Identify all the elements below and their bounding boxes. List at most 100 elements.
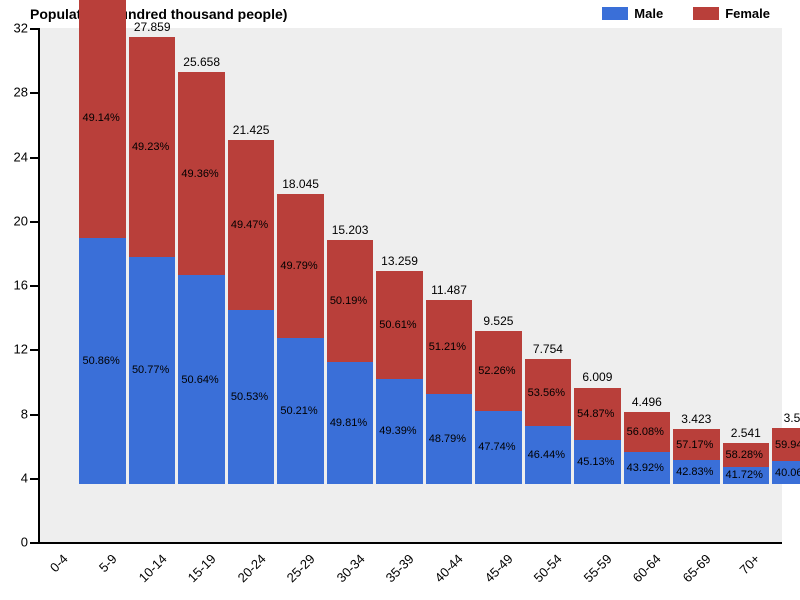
y-tick	[30, 28, 38, 30]
bar-male-pct: 40.06%	[775, 467, 800, 479]
bar-male-pct: 46.44%	[528, 449, 565, 461]
bar-total-label: 15.203	[327, 223, 373, 237]
y-tick-label: 16	[0, 278, 28, 293]
y-tick-label: 12	[0, 342, 28, 357]
legend: Male Female	[602, 6, 770, 21]
bar-female-pct: 52.26%	[478, 365, 515, 377]
bar-male-pct: 50.53%	[231, 391, 268, 403]
plot-area: 50.86%49.14%30.17350.77%49.23%27.85950.6…	[38, 28, 782, 544]
legend-swatch	[602, 7, 628, 20]
x-tick-label: 35-39	[383, 551, 417, 585]
bar-total-label: 13.259	[376, 254, 422, 268]
bar-group: 45.13%54.87%6.009	[574, 387, 620, 484]
y-tick-label: 28	[0, 85, 28, 100]
bar-female-pct: 59.94%	[775, 439, 800, 451]
bar-total-label: 11.487	[426, 283, 472, 297]
legend-label: Female	[725, 6, 770, 21]
bar-female-pct: 54.87%	[577, 408, 614, 420]
bar-group: 43.92%56.08%4.496	[624, 412, 670, 484]
legend-label: Male	[634, 6, 663, 21]
x-tick-label: 40-44	[432, 551, 466, 585]
y-tick	[30, 478, 38, 480]
x-tick-label: 45-49	[482, 551, 516, 585]
x-tick-label: 65-69	[679, 551, 713, 585]
bar-group: 50.53%49.47%21.425	[228, 140, 274, 484]
y-tick	[30, 157, 38, 159]
y-tick-label: 8	[0, 406, 28, 421]
bar-male-pct: 48.79%	[429, 433, 466, 445]
bar-female-pct: 50.19%	[330, 295, 367, 307]
bar-male-pct: 41.72%	[726, 469, 763, 481]
bar-male-pct: 42.83%	[676, 466, 713, 478]
x-tick-label: 30-34	[333, 551, 367, 585]
x-tick-label: 60-64	[630, 551, 664, 585]
x-tick-label: 55-59	[581, 551, 615, 585]
legend-item-male: Male	[602, 6, 663, 21]
bar-total-label: 25.658	[178, 55, 224, 69]
legend-swatch	[693, 7, 719, 20]
bar-total-label: 2.541	[723, 426, 769, 440]
y-tick-label: 4	[0, 470, 28, 485]
bar-female-pct: 57.17%	[676, 439, 713, 451]
bar-group: 50.64%49.36%25.658	[178, 72, 224, 484]
legend-item-female: Female	[693, 6, 770, 21]
bar-male-pct: 50.77%	[132, 364, 169, 376]
bar-female-pct: 56.08%	[627, 426, 664, 438]
y-tick	[30, 285, 38, 287]
bar-group: 49.81%50.19%15.203	[327, 240, 373, 484]
bar-female-pct: 49.36%	[181, 168, 218, 180]
bar-total-label: 6.009	[574, 370, 620, 384]
bar-male-pct: 43.92%	[627, 462, 664, 474]
bar-male-pct: 50.21%	[280, 405, 317, 417]
bar-total-label: 21.425	[228, 123, 274, 137]
population-chart: Population (hundred thousand people) Mal…	[0, 0, 800, 600]
y-tick-label: 24	[0, 149, 28, 164]
bar-female-pct: 51.21%	[429, 341, 466, 353]
x-tick-label: 20-24	[234, 551, 268, 585]
bar-total-label: 18.045	[277, 177, 323, 191]
bar-total-label: 27.859	[129, 20, 175, 34]
bar-female-pct: 53.56%	[528, 387, 565, 399]
bar-male-pct: 45.13%	[577, 456, 614, 468]
bar-male-pct: 50.86%	[82, 355, 119, 367]
bar-female-pct: 49.14%	[82, 112, 119, 124]
y-tick-label: 0	[0, 535, 28, 550]
bar-male-pct: 49.81%	[330, 417, 367, 429]
y-tick-label: 32	[0, 21, 28, 36]
bar-total-label: 3.423	[673, 412, 719, 426]
bar-group: 50.21%49.79%18.045	[277, 194, 323, 484]
bar-total-label: 9.525	[475, 314, 521, 328]
y-tick-label: 20	[0, 213, 28, 228]
y-tick	[30, 349, 38, 351]
bar-total-label: 4.496	[624, 395, 670, 409]
bar-group: 49.39%50.61%13.259	[376, 271, 422, 484]
x-tick-label: 50-54	[531, 551, 565, 585]
x-tick-label: 5-9	[96, 551, 120, 575]
bar-female-pct: 58.28%	[726, 449, 763, 461]
y-tick	[30, 221, 38, 223]
x-tick-label: 25-29	[284, 551, 318, 585]
bar-female-pct: 49.79%	[280, 260, 317, 272]
bar-group: 46.44%53.56%7.754	[525, 359, 571, 484]
bar-male-pct: 50.64%	[181, 374, 218, 386]
bar-female-pct: 49.47%	[231, 219, 268, 231]
y-tick	[30, 542, 38, 544]
x-tick-label: 0-4	[47, 551, 71, 575]
bar-total-label: 7.754	[525, 342, 571, 356]
bar-group: 48.79%51.21%11.487	[426, 300, 472, 485]
bar-female-pct: 50.61%	[379, 319, 416, 331]
y-tick	[30, 92, 38, 94]
bar-total-label: 3.51	[772, 411, 800, 425]
x-tick-label: 10-14	[135, 551, 169, 585]
bar-group: 42.83%57.17%3.423	[673, 429, 719, 484]
bar-male-pct: 47.74%	[478, 441, 515, 453]
bar-group: 40.06%59.94%3.51	[772, 428, 800, 484]
bar-female-pct: 49.23%	[132, 141, 169, 153]
bar-group: 47.74%52.26%9.525	[475, 331, 521, 484]
bar-group: 50.86%49.14%30.173	[79, 0, 125, 484]
bar-group: 41.72%58.28%2.541	[723, 443, 769, 484]
x-tick-label: 15-19	[185, 551, 219, 585]
bar-male-pct: 49.39%	[379, 425, 416, 437]
y-tick	[30, 414, 38, 416]
bar-group: 50.77%49.23%27.859	[129, 37, 175, 484]
